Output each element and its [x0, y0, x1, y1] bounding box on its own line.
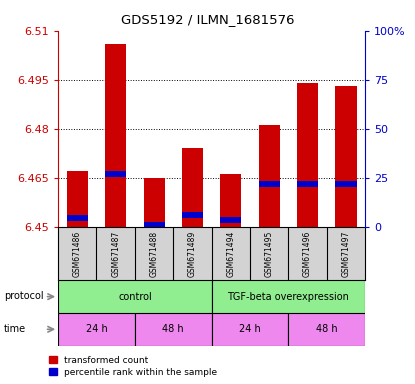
Bar	[288, 313, 365, 346]
Bar	[105, 44, 126, 227]
Bar	[67, 171, 88, 227]
Bar	[58, 313, 135, 346]
Text: 24 h: 24 h	[85, 324, 107, 334]
Text: protocol: protocol	[4, 291, 44, 301]
Bar	[182, 212, 203, 218]
Text: GSM671496: GSM671496	[303, 230, 312, 276]
Bar	[67, 215, 88, 221]
Text: GSM671488: GSM671488	[149, 230, 159, 276]
Text: GSM671486: GSM671486	[73, 230, 82, 276]
Bar	[58, 280, 212, 313]
Text: GDS5192 / ILMN_1681576: GDS5192 / ILMN_1681576	[121, 13, 294, 26]
Bar	[220, 217, 242, 223]
Text: GSM671495: GSM671495	[265, 230, 274, 276]
Bar	[220, 174, 242, 227]
Bar	[259, 126, 280, 227]
Bar	[144, 222, 165, 228]
Text: time: time	[4, 324, 26, 334]
Legend: transformed count, percentile rank within the sample: transformed count, percentile rank withi…	[46, 353, 220, 379]
Text: 48 h: 48 h	[316, 324, 338, 334]
Bar	[297, 181, 318, 187]
Bar	[297, 83, 318, 227]
Bar	[335, 181, 356, 187]
Text: 48 h: 48 h	[162, 324, 184, 334]
Bar	[135, 313, 212, 346]
Bar	[335, 86, 356, 227]
Bar	[182, 148, 203, 227]
Text: GSM671494: GSM671494	[226, 230, 235, 276]
Text: control: control	[118, 291, 152, 302]
Bar	[105, 171, 126, 177]
Text: 24 h: 24 h	[239, 324, 261, 334]
Bar	[144, 178, 165, 227]
Text: GSM671487: GSM671487	[111, 230, 120, 276]
Bar	[212, 313, 288, 346]
Text: TGF-beta overexpression: TGF-beta overexpression	[227, 291, 349, 302]
Bar	[259, 181, 280, 187]
Bar	[212, 280, 365, 313]
Text: GSM671497: GSM671497	[342, 230, 351, 276]
Text: GSM671489: GSM671489	[188, 230, 197, 276]
